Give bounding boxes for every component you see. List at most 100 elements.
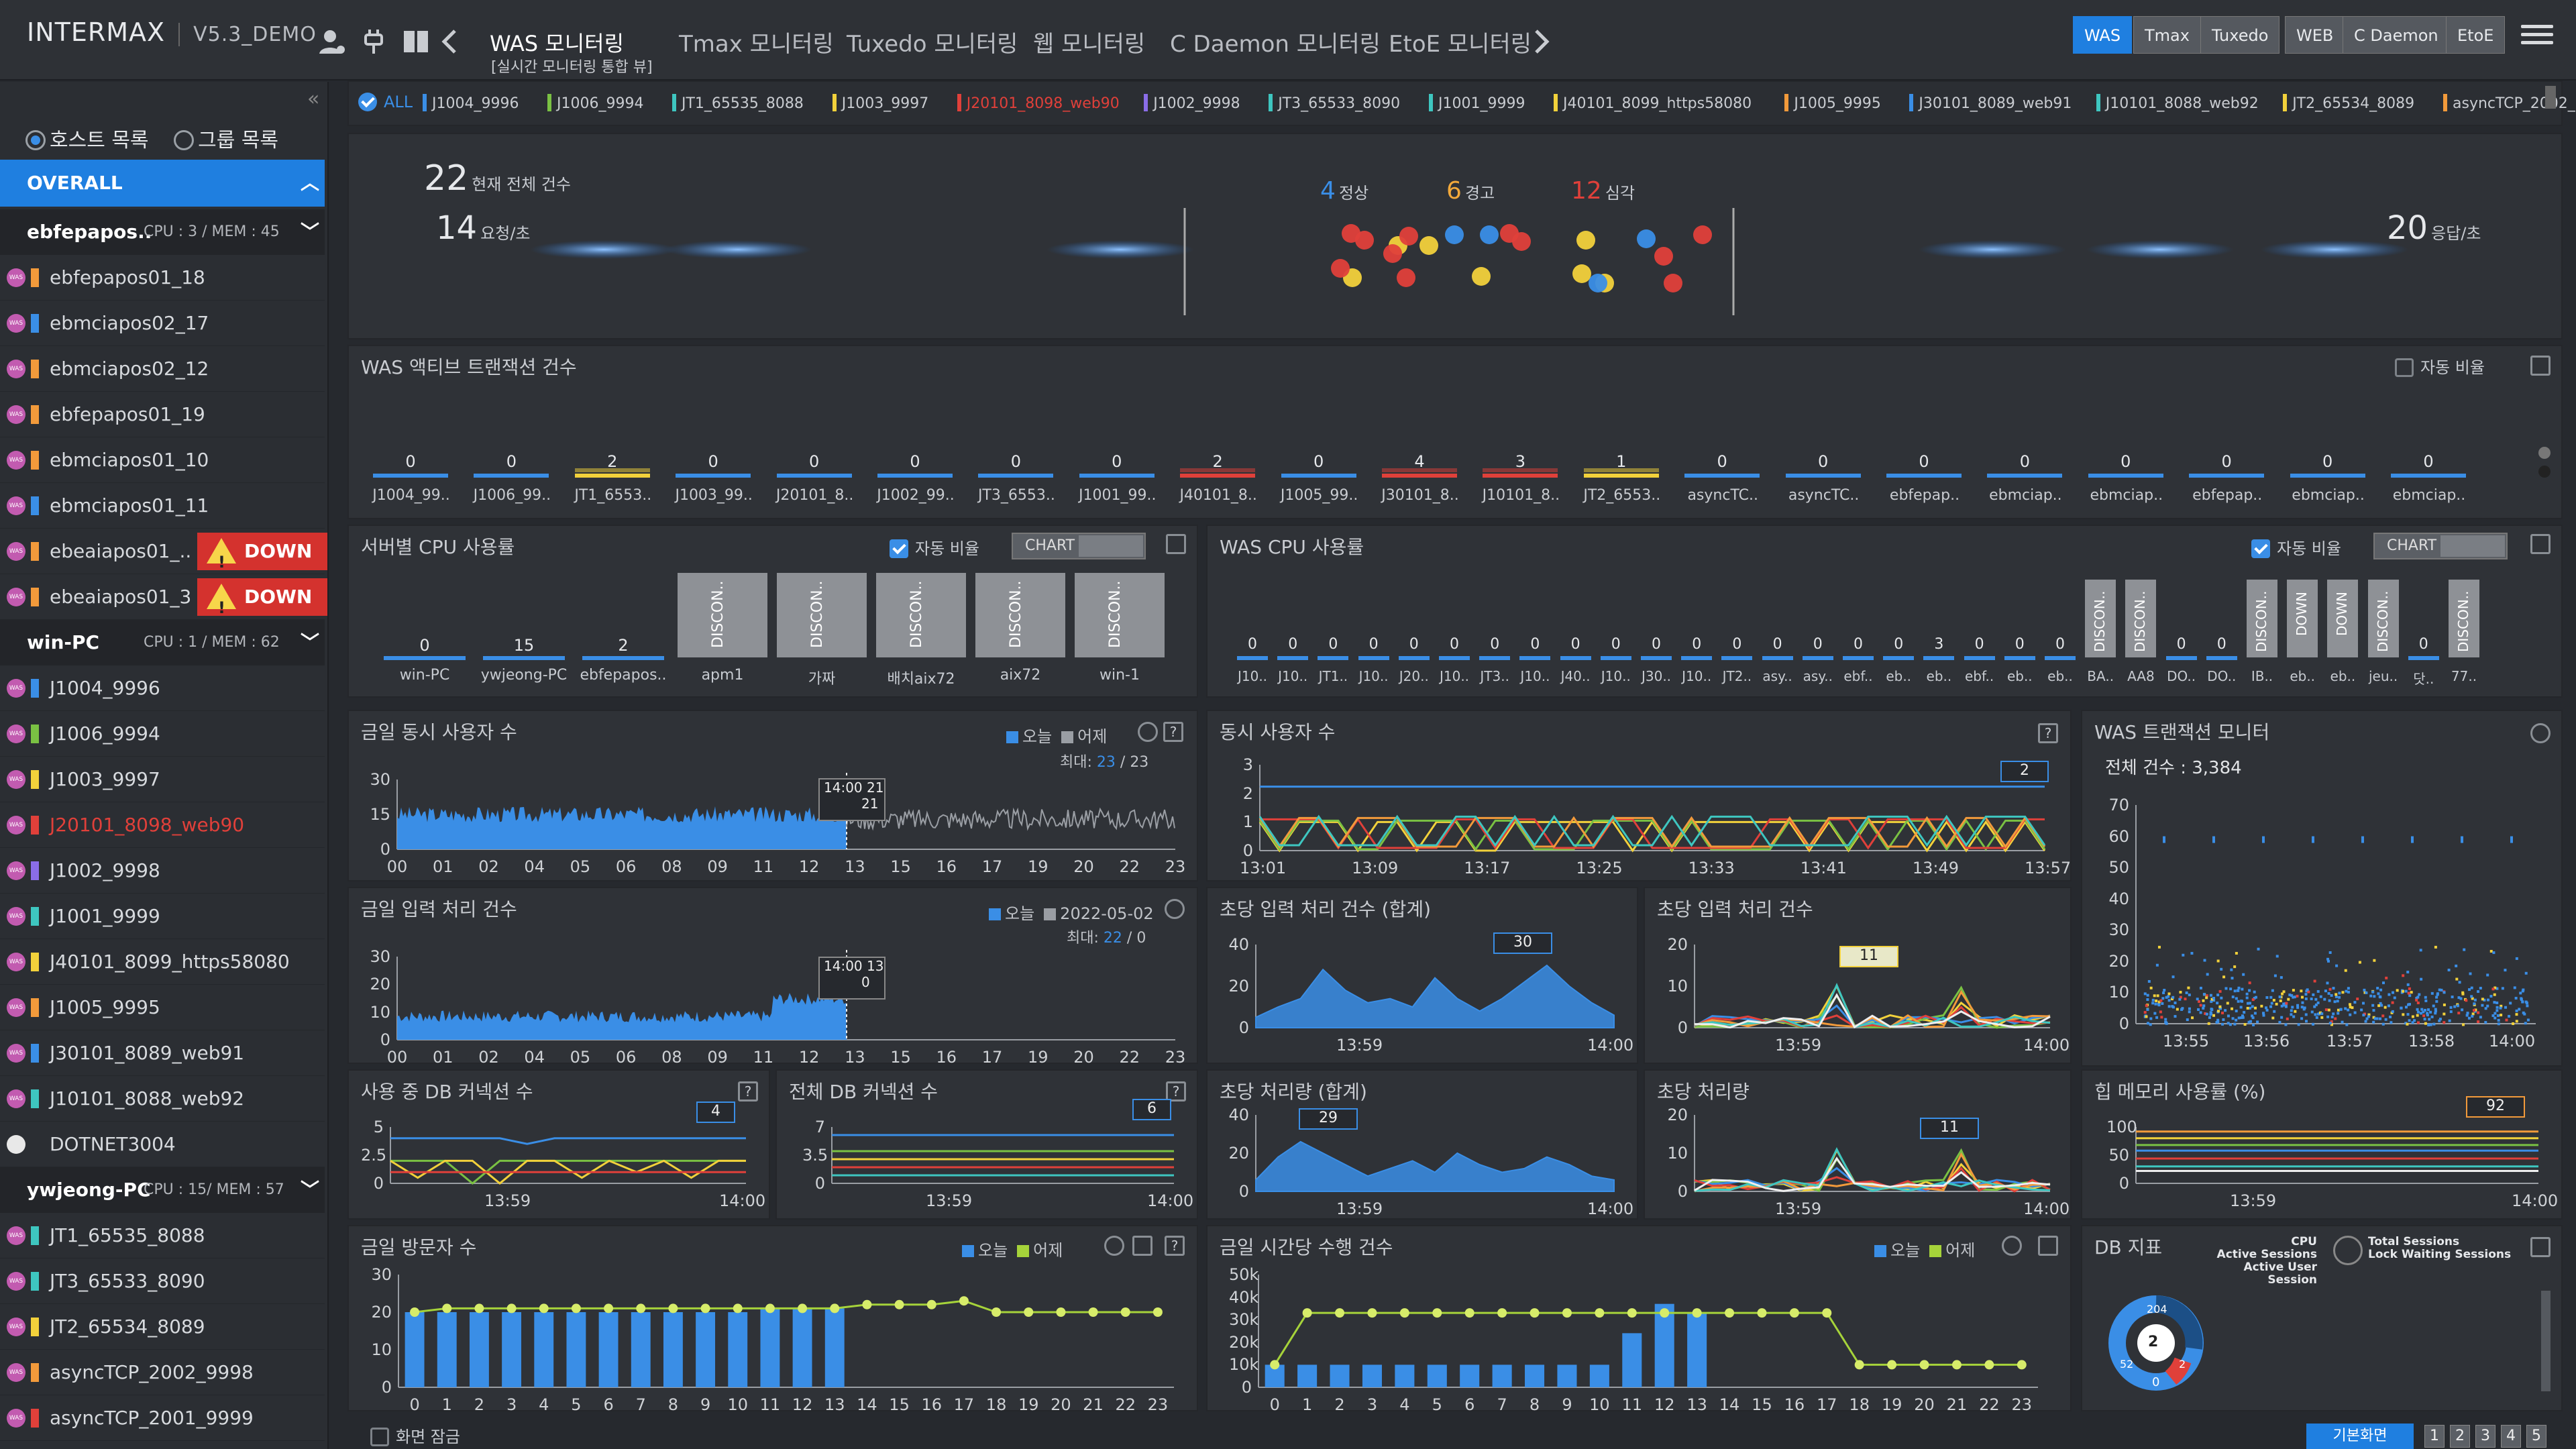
yesterday-point[interactable] (700, 1303, 710, 1313)
bar[interactable] (1964, 656, 1995, 660)
bar[interactable] (574, 474, 650, 478)
filter-item[interactable]: asyncTCP_2002_9998 (2443, 94, 2576, 112)
bar[interactable] (1483, 474, 1558, 478)
today-bar[interactable] (405, 1312, 425, 1387)
yesterday-point[interactable] (765, 1303, 775, 1313)
yesterday-point[interactable] (410, 1307, 420, 1317)
today-bar[interactable] (1687, 1313, 1707, 1387)
bar[interactable] (474, 474, 549, 478)
today-bar[interactable] (824, 1308, 845, 1387)
bar[interactable] (1641, 656, 1672, 660)
filter-all[interactable]: ALL (358, 93, 413, 111)
bar[interactable] (582, 656, 664, 660)
bar[interactable] (1883, 656, 1915, 660)
yesterday-point[interactable] (1789, 1308, 1799, 1318)
yesterday-point[interactable] (636, 1303, 646, 1313)
auto-ratio-checkbox-icon[interactable] (2395, 358, 2414, 377)
bar[interactable] (2408, 656, 2439, 660)
overall-header[interactable]: OVERALL ︿ (0, 160, 325, 207)
yesterday-point[interactable] (894, 1299, 904, 1309)
bar[interactable] (1886, 474, 1962, 478)
host-item[interactable]: WAS JT2_65534_8089 (0, 1304, 325, 1350)
yesterday-point[interactable] (1056, 1307, 1066, 1317)
host-item[interactable]: WAS J1001_9999 (0, 894, 325, 939)
bar[interactable] (1721, 656, 1753, 660)
yesterday-point[interactable] (1951, 1360, 1962, 1370)
group-header[interactable]: win-PC CPU : 1 / MEM : 62 ﹀ (0, 620, 325, 665)
nav-cdaemon[interactable]: C Daemon 모니터링 (1170, 31, 1381, 58)
next-arrow-icon[interactable] (1527, 27, 1556, 56)
book-icon[interactable] (401, 27, 431, 56)
today-bar[interactable] (469, 1312, 489, 1387)
yesterday-point[interactable] (1595, 1308, 1605, 1318)
page-button[interactable]: 2 (2450, 1425, 2470, 1448)
checkbox-icon[interactable] (2251, 539, 2270, 558)
today-bar[interactable] (760, 1308, 780, 1387)
today-bar[interactable] (1589, 1364, 1609, 1387)
expand-icon[interactable] (2530, 1237, 2551, 1257)
yesterday-point[interactable] (539, 1303, 549, 1313)
bar[interactable] (2290, 474, 2365, 478)
yesterday-point[interactable] (1822, 1308, 1832, 1318)
today-bar[interactable] (631, 1312, 651, 1387)
bar[interactable] (1180, 474, 1256, 478)
lock-checkbox-icon[interactable] (370, 1428, 389, 1446)
yesterday-point[interactable] (1562, 1308, 1572, 1318)
yesterday-point[interactable] (506, 1303, 517, 1313)
was-cpu-auto[interactable]: 자동 비율 (2251, 535, 2341, 559)
today-bar[interactable] (534, 1312, 554, 1387)
bar[interactable] (1079, 474, 1155, 478)
yesterday-point[interactable] (1887, 1360, 1897, 1370)
today-bar[interactable] (1330, 1364, 1350, 1387)
bar[interactable] (2189, 474, 2265, 478)
yesterday-point[interactable] (1088, 1307, 1098, 1317)
host-item[interactable]: WAS J10101_8088_web92 (0, 1076, 325, 1122)
today-bar[interactable] (1622, 1333, 1642, 1387)
bar[interactable] (1802, 656, 1833, 660)
host-item[interactable]: WAS J1005_9995 (0, 985, 325, 1030)
filter-item[interactable]: JT2_65534_8089 (2283, 94, 2414, 112)
today-bar[interactable] (1427, 1364, 1447, 1387)
bar[interactable] (776, 474, 852, 478)
server-btn-tuxedo[interactable]: Tuxedo (2200, 16, 2280, 54)
db-scrollbar[interactable] (2541, 1291, 2551, 1391)
host-item[interactable]: WAS ebmciapos02_12 (0, 346, 325, 392)
filter-item[interactable]: J1003_9997 (832, 94, 928, 112)
yesterday-point[interactable] (1432, 1308, 1442, 1318)
filter-item[interactable]: J10101_8088_web92 (2096, 94, 2259, 112)
bar[interactable] (978, 474, 1054, 478)
yesterday-point[interactable] (959, 1296, 969, 1306)
server-btn-web[interactable]: WEB (2285, 16, 2345, 54)
bar[interactable] (676, 474, 751, 478)
yesterday-point[interactable] (1984, 1360, 1994, 1370)
yesterday-point[interactable] (1152, 1307, 1163, 1317)
chevron-down-icon[interactable]: ﹀ (300, 631, 319, 653)
today-bar[interactable] (1460, 1364, 1480, 1387)
bar[interactable] (1398, 656, 1430, 660)
bar[interactable] (1479, 656, 1511, 660)
server-cpu-auto[interactable]: 자동 비율 (890, 535, 979, 559)
host-item[interactable]: WAS J30101_8089_web91 (0, 1030, 325, 1076)
bar[interactable] (1762, 656, 1793, 660)
settings-icon[interactable] (1138, 722, 1158, 742)
yesterday-point[interactable] (1660, 1308, 1670, 1318)
today-bar[interactable] (437, 1312, 457, 1387)
today-bar[interactable] (696, 1312, 716, 1387)
yesterday-point[interactable] (571, 1303, 581, 1313)
radio-group-label[interactable]: 그룹 목록 (198, 129, 279, 152)
today-bar[interactable] (1557, 1364, 1577, 1387)
bar[interactable] (1843, 656, 1874, 660)
bar[interactable] (1583, 474, 1659, 478)
chevron-up-icon[interactable]: ︿ (300, 172, 319, 194)
help-icon[interactable]: ? (1166, 1081, 1186, 1102)
plug-icon[interactable] (359, 27, 388, 56)
page-dot-icon[interactable] (2538, 466, 2551, 478)
nav-tmax[interactable]: Tmax 모니터링 (679, 31, 834, 58)
expand-icon[interactable] (1132, 1236, 1152, 1256)
filter-scrollbar[interactable] (2545, 86, 2556, 109)
nav-tuxedo[interactable]: Tuxedo 모니터링 (847, 31, 1018, 58)
bar[interactable] (1439, 656, 1470, 660)
page-dot-icon[interactable] (2538, 447, 2551, 459)
yesterday-point[interactable] (862, 1299, 872, 1309)
yesterday-point[interactable] (1725, 1308, 1735, 1318)
